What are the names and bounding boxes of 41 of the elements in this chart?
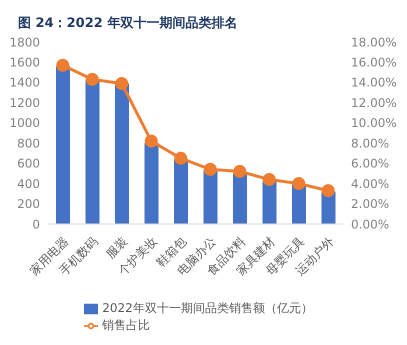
point (86, 72, 99, 86)
y-tick-label: 200 (17, 197, 40, 212)
y-tick-label: 1800 (9, 35, 40, 50)
bar (233, 173, 247, 224)
point (56, 58, 70, 72)
y2-tick-label: 6.00% (351, 156, 390, 171)
y-tick-label: 1400 (9, 76, 40, 90)
y-tick-label: 1200 (9, 96, 40, 110)
bar (174, 159, 188, 224)
point (322, 184, 335, 198)
bar (86, 79, 100, 224)
y2-tick-label: 12.00% (351, 96, 397, 110)
bar (115, 83, 129, 224)
y2-tick-label: 14.00% (351, 76, 397, 90)
y-tick-label: 600 (17, 156, 40, 171)
point (292, 177, 306, 190)
bar (262, 182, 276, 224)
bar (144, 143, 158, 224)
y2-tick-label: 4.00% (351, 176, 390, 191)
y-tick-label: 800 (17, 136, 40, 150)
point (204, 162, 217, 176)
bar (204, 170, 218, 224)
y2-tick-label: 18.00% (351, 35, 397, 50)
y2-tick-label: 8.00% (351, 136, 390, 150)
chart-title: 图 24：2022 年双十一期间品类排名 (17, 15, 238, 33)
point (115, 76, 128, 90)
bar (56, 66, 70, 224)
y2-tick-label: 2.00% (351, 197, 390, 212)
y2-tick-label: 10.00% (351, 116, 397, 130)
point (233, 164, 246, 178)
y-tick-label: 0 (32, 217, 40, 232)
y2-tick-label: 16.00% (351, 55, 397, 70)
legend-label: 销售占比 (102, 318, 150, 332)
y-tick-label: 1000 (9, 116, 40, 130)
point (174, 152, 188, 165)
point (144, 134, 158, 148)
y-tick-label: 400 (17, 176, 40, 191)
y-tick-label: 1600 (9, 55, 40, 70)
point (262, 173, 276, 186)
legend-label: 2022年双十一期间品类销售额（亿元） (102, 301, 313, 315)
y2-tick-label: 0.00% (351, 217, 390, 232)
